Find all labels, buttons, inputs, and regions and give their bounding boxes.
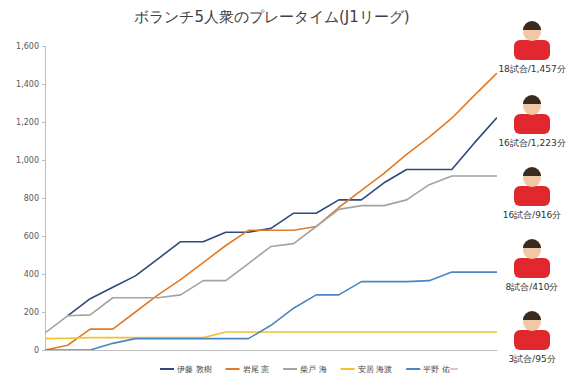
series-line [45, 272, 497, 350]
legend-label: 伊藤 敦樹 [177, 365, 212, 374]
y-tick: 400 [24, 270, 45, 279]
series-line [68, 118, 497, 316]
y-tick: 1,600 [16, 42, 45, 51]
legend-swatch [160, 368, 174, 370]
y-tick-mark [42, 198, 45, 199]
hair [523, 167, 541, 176]
annotation: 8試合/410分 [506, 282, 559, 292]
shirt [514, 330, 550, 350]
y-tick-mark [42, 122, 45, 123]
hair [523, 311, 541, 320]
y-tick: 1,400 [16, 80, 45, 89]
legend-item: 平野 佑一 [406, 365, 458, 374]
y-tick-label: 1,200 [16, 118, 39, 127]
legend-label: 岩尾 憲 [243, 365, 270, 374]
shirt [514, 40, 550, 60]
legend-item: 伊藤 敦樹 [160, 365, 212, 374]
legend-label: 柴戸 海 [300, 365, 327, 374]
legend-item: 岩尾 憲 [226, 365, 270, 374]
annotation: 3試合/95分 [508, 354, 555, 364]
player-icon [514, 95, 550, 134]
series-line [45, 332, 497, 339]
y-tick-label: 0 [34, 346, 39, 355]
annotation: 16試合/1,223分 [498, 138, 565, 148]
shirt [514, 186, 550, 206]
y-tick-mark [42, 236, 45, 237]
y-tick-mark [42, 160, 45, 161]
hair [523, 21, 541, 30]
y-tick-mark [42, 46, 45, 47]
y-tick-label: 1,400 [16, 80, 39, 89]
y-tick-mark [42, 274, 45, 275]
title: ボランチ5人衆のプレータイム(J1リーグ) [134, 8, 409, 26]
y-tick-label: 1,000 [16, 156, 39, 165]
y-tick: 600 [24, 232, 45, 241]
legend-swatch [226, 368, 240, 370]
background [0, 0, 586, 382]
legend: 伊藤 敦樹 岩尾 憲 柴戸 海 安居 海渡 平野 佑一 [160, 365, 458, 374]
y-tick-label: 200 [24, 308, 39, 317]
y-tick-mark [42, 312, 45, 313]
legend-item: 安居 海渡 [341, 365, 393, 374]
annotation: 18試合/1,457分 [498, 64, 565, 74]
chart: ボランチ5人衆のプレータイム(J1リーグ) 0 200 400 600 800 1,000 1… [0, 0, 586, 382]
x-axis-line [46, 350, 498, 351]
plot-area [45, 73, 497, 350]
legend-swatch [283, 368, 297, 370]
y-tick: 800 [24, 194, 45, 203]
y-tick-mark [42, 350, 45, 351]
hair [523, 95, 541, 104]
annotations: 18試合/1,457分 16試合/1,223分 16試合/916分 8試合/410分 3… [498, 21, 565, 364]
y-tick: 1,200 [16, 118, 45, 127]
player-icon [514, 21, 550, 60]
y-axis-line [42, 47, 46, 351]
shirt [514, 258, 550, 278]
player-icon [514, 167, 550, 206]
shirt [514, 114, 550, 134]
y-tick: 1,000 [16, 156, 45, 165]
x-axis [46, 350, 498, 351]
y-tick: 0 [34, 346, 45, 355]
series-line [45, 73, 497, 350]
y-axis: 0 200 400 600 800 1,000 1,200 1,400 1,600 [16, 42, 45, 355]
hair [523, 239, 541, 248]
y-tick-label: 600 [24, 232, 39, 241]
y-tick-label: 1,600 [16, 42, 39, 51]
legend-item: 柴戸 海 [283, 365, 327, 374]
y-tick: 200 [24, 308, 45, 317]
player-icon [514, 311, 550, 350]
series-line [45, 176, 497, 333]
legend-swatch [406, 368, 420, 370]
player-icon [514, 239, 550, 278]
legend-swatch [341, 368, 355, 370]
annotation: 16試合/916分 [503, 210, 562, 220]
y-tick-mark [42, 84, 45, 85]
legend-label: 安居 海渡 [358, 365, 393, 374]
y-tick-label: 800 [24, 194, 39, 203]
y-tick-label: 400 [24, 270, 39, 279]
legend-label: 平野 佑一 [423, 365, 458, 374]
